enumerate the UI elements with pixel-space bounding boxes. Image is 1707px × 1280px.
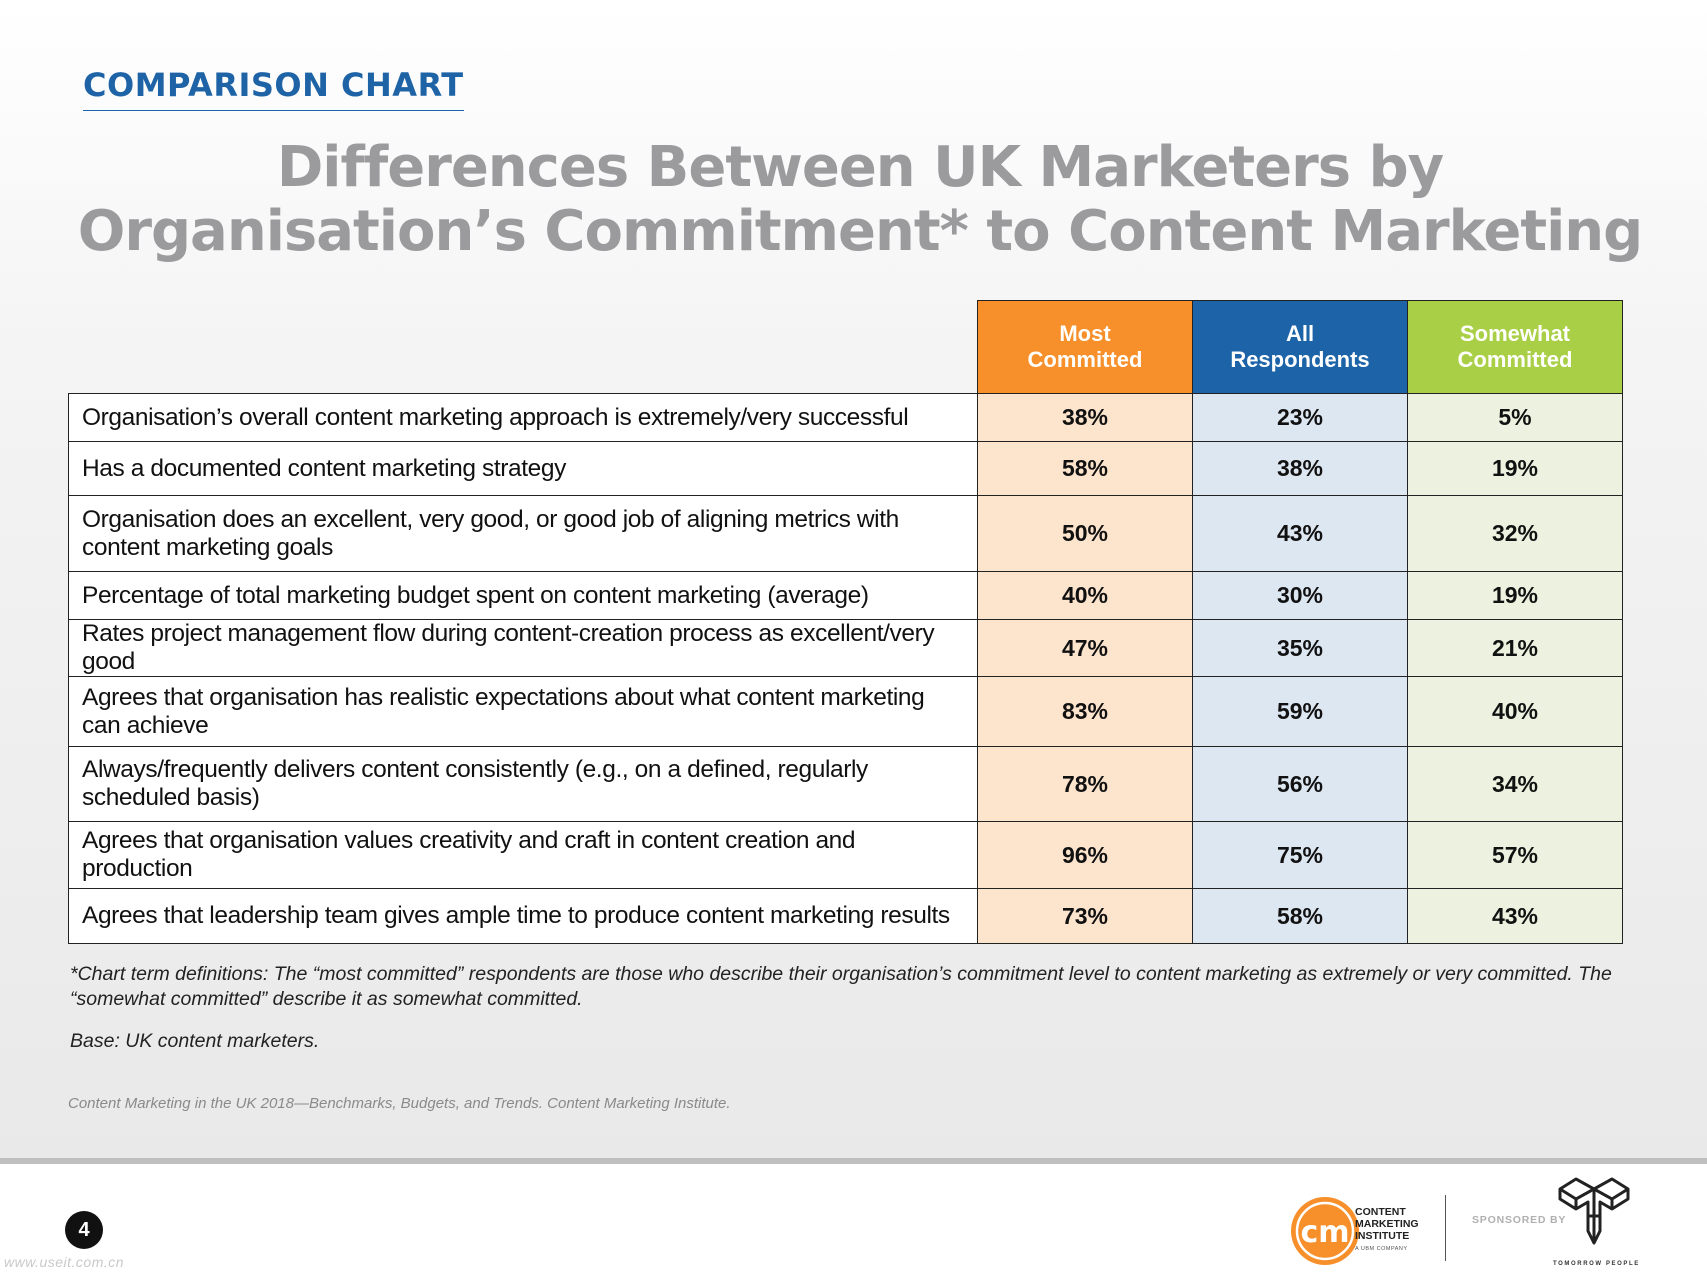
cmi-logo-icon: cm (1291, 1197, 1359, 1265)
value-most-committed: 47% (977, 619, 1193, 677)
column-header-line: Committed (1457, 347, 1573, 372)
value-somewhat-committed: 57% (1407, 821, 1623, 889)
cmi-subtitle: A UBM COMPANY (1355, 1246, 1408, 1252)
column-header-line: Somewhat (1459, 321, 1571, 346)
value-all-respondents: 30% (1192, 571, 1408, 620)
table-row: Agrees that organisation values creativi… (68, 821, 1623, 889)
cmi-wordmark-line: INSTITUTE (1355, 1230, 1410, 1242)
value-somewhat-committed: 19% (1407, 441, 1623, 496)
value-most-committed: 38% (977, 393, 1193, 442)
value-most-committed: 73% (977, 888, 1193, 944)
table-row: Rates project management flow during con… (68, 619, 1623, 677)
table-row: Organisation does an excellent, very goo… (68, 495, 1623, 572)
footer-band (0, 1158, 1707, 1280)
cmi-logo-mark: cm (1300, 1215, 1349, 1250)
value-all-respondents: 56% (1192, 746, 1408, 822)
row-label: Organisation’s overall content marketing… (68, 393, 978, 442)
column-header-most-committed: Most Committed (977, 300, 1193, 394)
value-most-committed: 96% (977, 821, 1193, 889)
value-somewhat-committed: 19% (1407, 571, 1623, 620)
comparison-table: Most Committed All Respondents Somewhat … (68, 300, 1623, 944)
value-all-respondents: 35% (1192, 619, 1408, 677)
row-label: Always/frequently delivers content consi… (68, 746, 978, 822)
value-all-respondents: 23% (1192, 393, 1408, 442)
cmi-logo-ring (1295, 1201, 1355, 1261)
row-label: Rates project management flow during con… (68, 619, 978, 677)
column-header-all-respondents: All Respondents (1192, 300, 1408, 394)
column-header-line: Most (1059, 321, 1111, 346)
cmi-wordmark-line: MARKETING (1355, 1218, 1419, 1230)
row-label: Agrees that organisation values creativi… (68, 821, 978, 889)
watermark-text: www.useit.com.cn (4, 1254, 125, 1270)
sponsored-label: SPONSORED BY (1472, 1214, 1567, 1226)
base-note: Base: UK content marketers. (70, 1030, 320, 1052)
slide-background: COMPARISON CHART Differences Between UK … (0, 0, 1707, 1158)
value-all-respondents: 75% (1192, 821, 1408, 889)
value-all-respondents: 43% (1192, 495, 1408, 572)
row-label: Agrees that leadership team gives ample … (68, 888, 978, 944)
cmi-logo-circle (1291, 1197, 1359, 1265)
row-label: Percentage of total marketing budget spe… (68, 571, 978, 620)
table-row: Has a documented content marketing strat… (68, 441, 1623, 496)
column-header-line: Committed (1027, 347, 1143, 372)
header-blank-cell (68, 300, 978, 394)
column-header-line: All (1285, 321, 1315, 346)
value-most-committed: 78% (977, 746, 1193, 822)
cmi-wordmark-line: CONTENT (1355, 1206, 1406, 1218)
value-all-respondents: 38% (1192, 441, 1408, 496)
title-line-2: Organisation’s Commitment* to Content Ma… (77, 199, 1644, 264)
value-somewhat-committed: 40% (1407, 676, 1623, 747)
sponsor-name: TOMORROW PEOPLE (1553, 1261, 1640, 1267)
title-line-1: Differences Between UK Marketers by (276, 135, 1444, 200)
table-row: Organisation’s overall content marketing… (68, 393, 1623, 442)
value-somewhat-committed: 5% (1407, 393, 1623, 442)
value-most-committed: 40% (977, 571, 1193, 620)
section-label: COMPARISON CHART (83, 66, 464, 111)
value-most-committed: 58% (977, 441, 1193, 496)
table-row: Agrees that leadership team gives ample … (68, 888, 1623, 944)
value-somewhat-committed: 21% (1407, 619, 1623, 677)
value-somewhat-committed: 32% (1407, 495, 1623, 572)
row-label: Has a documented content marketing strat… (68, 441, 978, 496)
value-somewhat-committed: 34% (1407, 746, 1623, 822)
page-title: Differences Between UK Marketers by Orga… (60, 136, 1660, 264)
table-header-row: Most Committed All Respondents Somewhat … (68, 300, 1623, 394)
table-row: Percentage of total marketing budget spe… (68, 571, 1623, 620)
row-label: Agrees that organisation has realistic e… (68, 676, 978, 747)
value-most-committed: 50% (977, 495, 1193, 572)
source-citation: Content Marketing in the UK 2018—Benchma… (68, 1095, 731, 1112)
row-label: Organisation does an excellent, very goo… (68, 495, 978, 572)
chart-definitions-note: *Chart term definitions: The “most commi… (70, 963, 1612, 1010)
table-row: Always/frequently delivers content consi… (68, 746, 1623, 822)
column-header-somewhat-committed: Somewhat Committed (1407, 300, 1623, 394)
value-all-respondents: 59% (1192, 676, 1408, 747)
page-number: 4 (65, 1211, 103, 1249)
value-somewhat-committed: 43% (1407, 888, 1623, 944)
column-header-line: Respondents (1230, 347, 1370, 372)
value-most-committed: 83% (977, 676, 1193, 747)
table-row: Agrees that organisation has realistic e… (68, 676, 1623, 747)
cmi-wordmark: CONTENT MARKETING INSTITUTE (1355, 1206, 1419, 1242)
value-all-respondents: 58% (1192, 888, 1408, 944)
tomorrow-people-logo-icon (1558, 1177, 1630, 1245)
footer-divider (1445, 1195, 1446, 1261)
